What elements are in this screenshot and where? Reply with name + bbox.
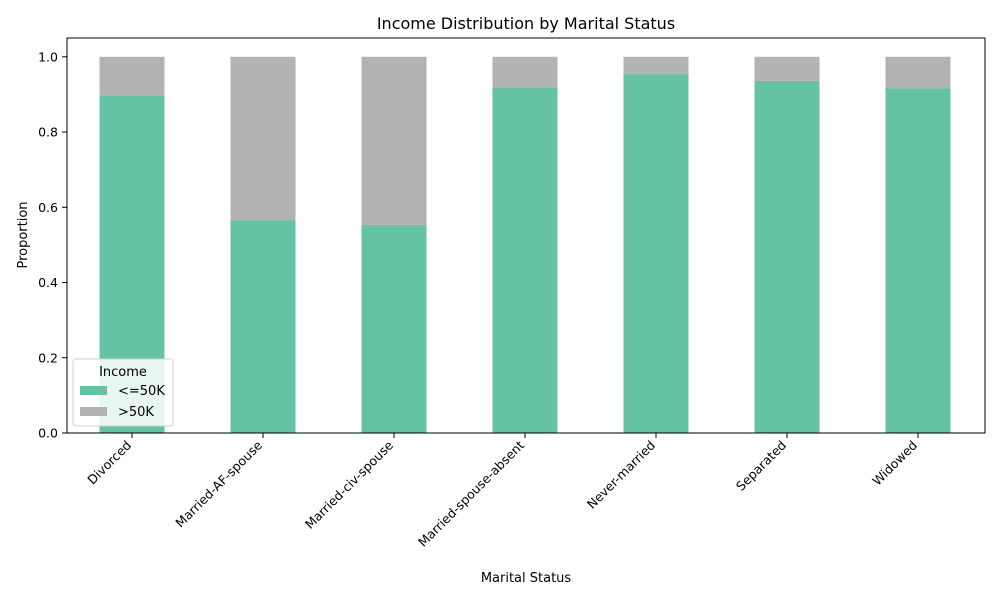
bar-widowed-series-0 (885, 88, 951, 434)
bars-layer (99, 56, 951, 434)
bar-divorced-series-1 (99, 56, 165, 96)
legend-label: <=50K (118, 384, 165, 399)
x-axis-label: Marital Status (481, 571, 572, 586)
bar-married-civ-spouse-series-0 (361, 224, 427, 433)
bar-married-af-spouse-series-0 (230, 220, 296, 433)
legend-swatch (80, 386, 107, 395)
bar-married-civ-spouse-series-1 (361, 56, 427, 225)
x-axis: Divorced Married-AF-spouse Married-civ-spo… (84, 433, 920, 550)
y-tick-label: 0.4 (38, 275, 58, 290)
bar-separated-series-0 (754, 80, 820, 433)
y-tick-label: 0.0 (38, 426, 58, 441)
bar-married-af-spouse-series-1 (230, 56, 296, 221)
bar-never-married-series-0 (623, 74, 689, 433)
y-tick-label: 0.8 (38, 125, 58, 140)
y-tick-label: 0.2 (38, 350, 58, 365)
chart-title: Income Distribution by Marital Status (377, 14, 675, 33)
x-tick-label: Never-married (584, 438, 658, 512)
x-tick-label: Widowed (869, 438, 920, 489)
plot-frame (66, 37, 986, 434)
bar-separated-series-1 (754, 56, 820, 81)
bar-never-married-series-1 (623, 56, 689, 75)
x-tick-label: Married-civ-spouse (302, 437, 396, 531)
y-tick-label: 1.0 (38, 49, 58, 64)
bar-widowed-series-1 (885, 56, 951, 89)
x-tick-label: Separated (733, 438, 789, 494)
bar-married-spouse-absent-series-0 (492, 87, 558, 434)
x-tick-label: Married-AF-spouse (172, 437, 265, 530)
legend-label: >50K (118, 405, 154, 420)
legend-swatch (80, 407, 107, 416)
bar-married-spouse-absent-series-1 (492, 56, 558, 88)
legend: Income <=50K >50K (72, 358, 174, 427)
y-tick-label: 0.6 (38, 200, 58, 215)
x-tick-label: Divorced (84, 438, 134, 488)
y-axis-label: Proportion (16, 201, 31, 268)
y-axis: 0.0 0.2 0.4 0.6 0.8 1.0 (38, 49, 67, 441)
x-tick-label: Married-spouse-absent (415, 437, 527, 549)
legend-title: Income (99, 365, 147, 380)
